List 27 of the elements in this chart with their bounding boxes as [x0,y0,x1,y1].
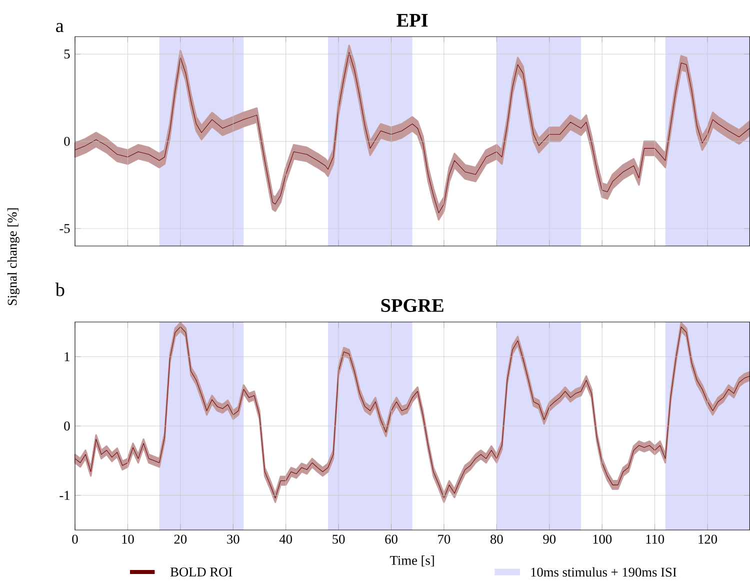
x-tick-label: 30 [227,534,240,544]
x-tick-label: 20 [174,534,187,544]
y-tick-label: -1 [60,490,70,500]
y-axis-title: Signal change [%] [7,208,20,306]
legend-label: BOLD ROI [170,568,232,576]
y-tick-label: 0 [64,422,70,430]
x-tick-label: 90 [543,534,556,544]
y-tick-label: 1 [64,352,70,362]
y-tick-label: 0 [64,136,70,146]
chart-title: SPGRE [381,299,444,312]
x-tick-label: 70 [438,534,450,544]
x-tick-label: 50 [332,534,345,544]
chart-title: EPI [396,14,428,27]
x-tick-label: 0 [72,534,78,544]
x-tick-label: 120 [698,534,718,544]
x-tick-label: 80 [490,534,503,544]
text: b [55,282,64,296]
y-tick-label: -5 [60,224,70,233]
x-tick-label: 40 [279,534,292,544]
x-tick-label: 60 [385,534,398,544]
text: a [56,22,64,32]
x-tick-label: 10 [122,534,134,544]
x-axis-title: Time [s] [390,556,434,567]
legend-label: 10ms stimulus + 190ms ISI [531,567,676,577]
y-tick-label: 5 [64,50,70,59]
x-tick-label: 100 [593,534,612,544]
x-tick-label: 110 [646,534,664,544]
